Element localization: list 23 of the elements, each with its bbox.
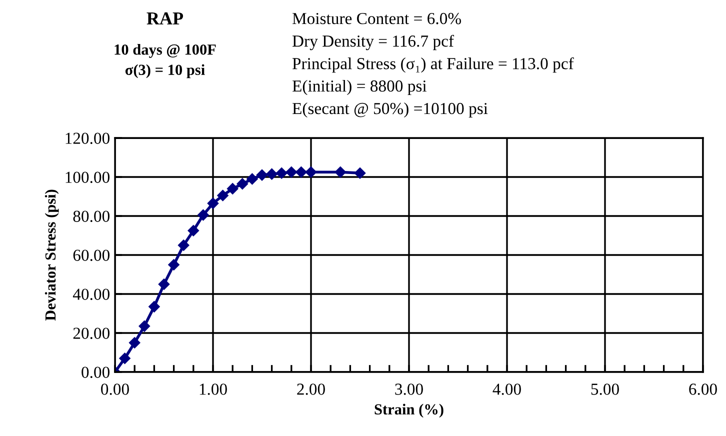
y-tick-label: 0.00 [82,366,110,378]
chart-title: RAP [146,12,184,24]
x-tick-label: 5.00 [591,384,619,395]
y-tick-label: 40.00 [72,288,110,300]
x-tick-label: 0.00 [101,384,129,395]
x-tick-label: 3.00 [395,384,423,395]
text: E(initial) = 8800 psi [292,80,427,96]
chart-subtitle: 10 days @ 100F σ(3) = 10 psi [114,44,216,78]
text: Principal Stress (σ₁) at Failure = 113.0 pcf [292,57,574,73]
x-tick-label: 1.00 [200,384,227,395]
x-axis-title: Strain (%) [374,404,444,418]
x-tick-label: 4.00 [492,384,521,395]
text: E(secant @ 50%) =10100 psi [292,102,488,118]
x-tick-label: 2.00 [297,384,325,395]
y-tick-label: 20.00 [73,328,110,340]
y-tick-label: 60.00 [73,250,110,262]
y-tick-label: 100.00 [66,172,110,184]
text: Moisture Content = 6.0% [292,12,462,24]
y-tick-label: 80.00 [73,210,110,222]
y-tick-label: 120.00 [66,132,110,144]
x-tick-label: 6.00 [689,384,717,395]
text: Dry Density = 116.7 pcf [292,34,454,50]
y-axis-title: Deviator Stress (psi) [44,190,59,321]
